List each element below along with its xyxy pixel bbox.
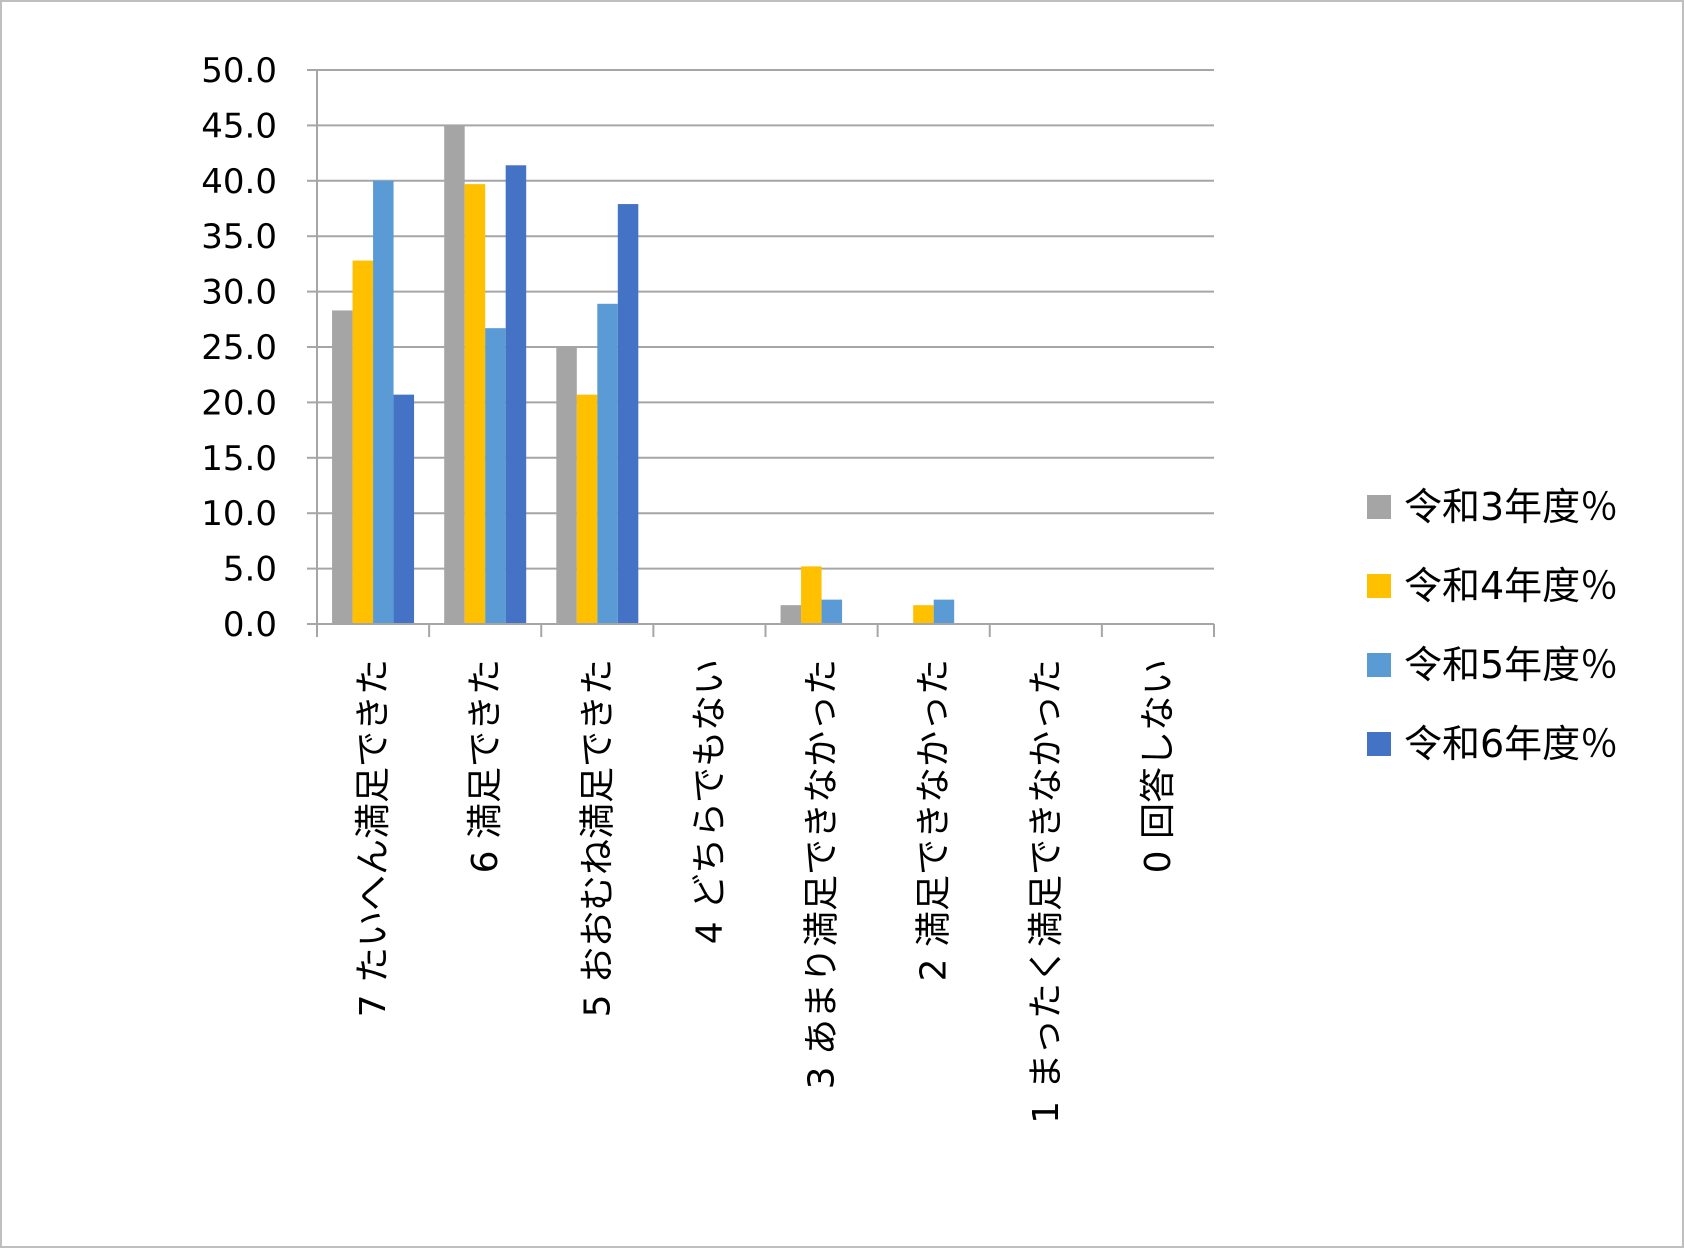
category-label: 0 回答しない	[1138, 659, 1179, 873]
y-tick-label: 0.0	[223, 605, 277, 645]
y-tick-label: 35.0	[201, 217, 277, 257]
category-label: 5 おおむね満足できた	[577, 659, 618, 1017]
bar	[352, 260, 374, 624]
bars	[332, 125, 955, 625]
category-label: 4 どちらでもない	[689, 659, 730, 944]
y-tick-label: 20.0	[201, 383, 277, 423]
y-tick-label: 25.0	[201, 328, 277, 368]
category-label: 6 満足できた	[465, 659, 506, 873]
category-label: 7 たいへん満足できた	[353, 659, 394, 1017]
y-tick-label: 40.0	[201, 162, 277, 202]
bar	[373, 180, 394, 625]
legend-label: 令和6年度％	[1404, 722, 1618, 766]
y-tick-label: 5.0	[223, 550, 277, 590]
bar	[576, 394, 598, 624]
y-tick-labels: 0.0 5.0 10.0 15.0 20.0 25.0 30.0 35.0 40.0 45.0 50…	[201, 51, 277, 645]
y-tick-label: 30.0	[201, 273, 277, 313]
legend-swatch	[1367, 653, 1391, 677]
y-tick-label: 50.0	[201, 51, 277, 91]
category-label: 1 まったく満足できなかった	[1026, 659, 1067, 1124]
bar	[444, 125, 465, 625]
y-tick-label: 45.0	[201, 106, 277, 146]
bar	[393, 394, 415, 624]
legend-swatch	[1367, 574, 1391, 598]
category-labels: 7 たいへん満足できた 6 満足できた 5 おおむね満足できた 4 どちらでもない 3 …	[353, 659, 1179, 1124]
legend-label: 令和5年度％	[1404, 643, 1618, 687]
axes	[307, 69, 1215, 637]
bar	[485, 328, 506, 624]
bar	[597, 303, 618, 624]
bar	[556, 347, 577, 624]
legend: 令和3年度％ 令和4年度％ 令和5年度％ 令和6年度％	[1367, 485, 1618, 766]
y-tick-label: 15.0	[201, 439, 277, 479]
legend-label: 令和4年度％	[1404, 564, 1618, 608]
bar	[801, 566, 822, 624]
bar	[505, 165, 527, 624]
bar	[464, 184, 486, 624]
bar	[821, 599, 843, 624]
category-label: 2 満足できなかった	[914, 659, 955, 981]
legend-swatch	[1367, 732, 1391, 756]
bar	[332, 310, 353, 624]
bar	[913, 605, 934, 624]
bar	[617, 204, 639, 624]
legend-swatch	[1367, 495, 1391, 519]
bar	[933, 599, 955, 624]
bar	[780, 605, 802, 624]
category-label: 3 あまり満足できなかった	[802, 659, 843, 1089]
legend-label: 令和3年度％	[1404, 485, 1618, 529]
y-tick-label: 10.0	[201, 494, 277, 534]
